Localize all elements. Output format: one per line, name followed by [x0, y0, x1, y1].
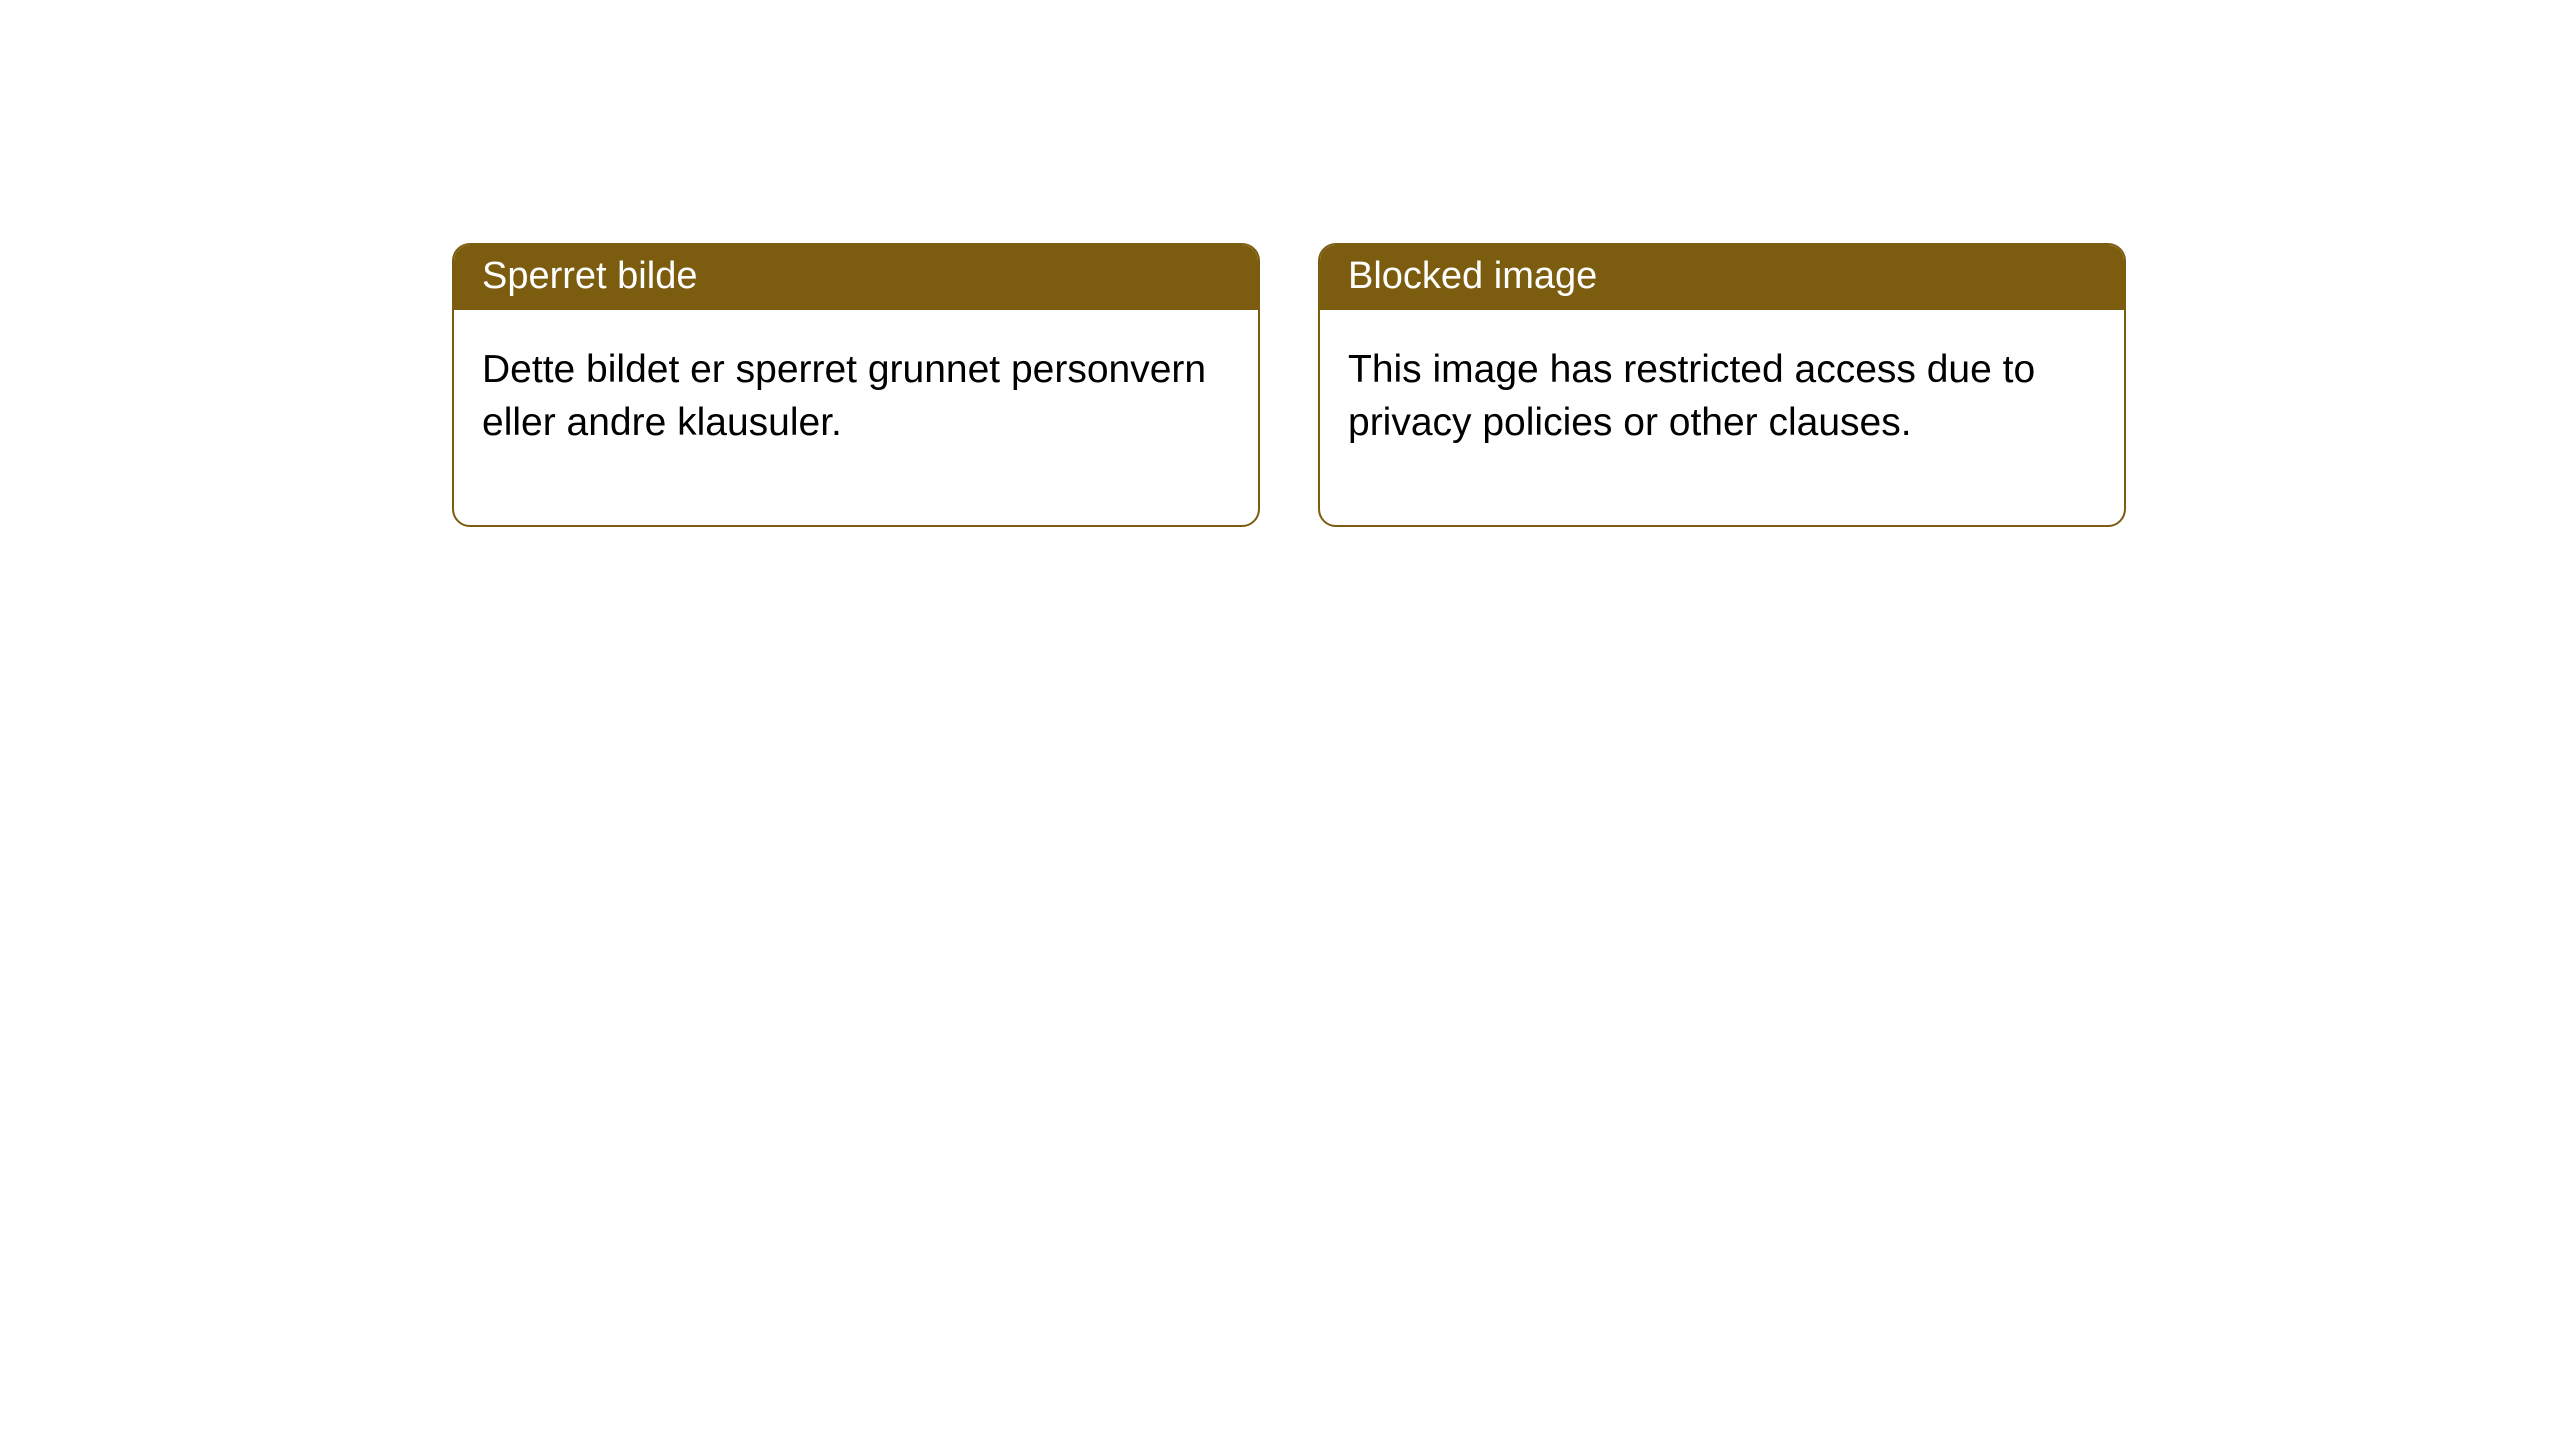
notice-body-norwegian: Dette bildet er sperret grunnet personve…	[454, 310, 1258, 525]
notice-card-norwegian: Sperret bilde Dette bildet er sperret gr…	[452, 243, 1260, 527]
notice-title-norwegian: Sperret bilde	[454, 245, 1258, 310]
notice-body-english: This image has restricted access due to …	[1320, 310, 2124, 525]
notice-container: Sperret bilde Dette bildet er sperret gr…	[0, 0, 2560, 527]
notice-title-english: Blocked image	[1320, 245, 2124, 310]
notice-card-english: Blocked image This image has restricted …	[1318, 243, 2126, 527]
